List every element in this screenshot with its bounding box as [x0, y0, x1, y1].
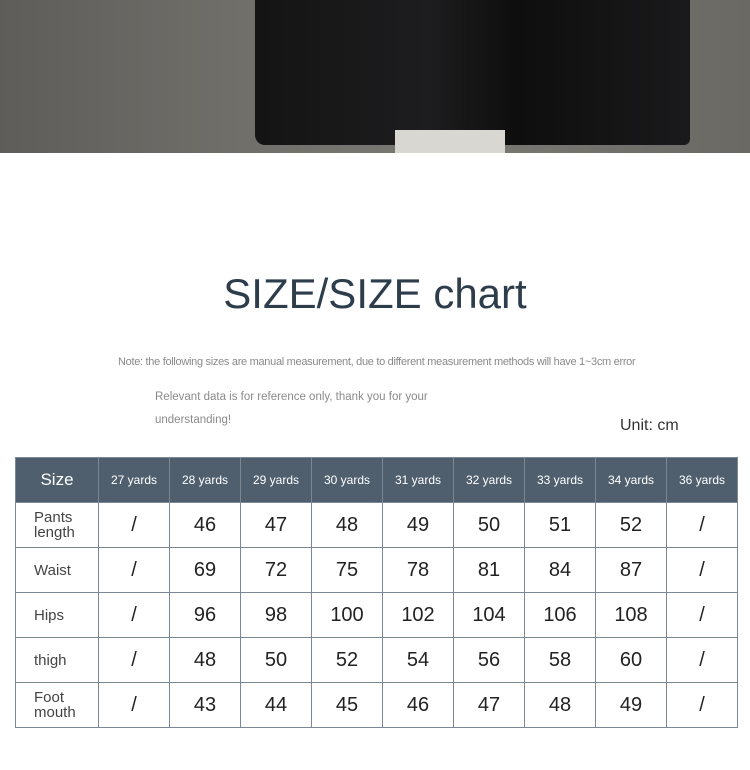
table-cell: / — [98, 502, 170, 548]
size-column-header: 36 yards — [666, 457, 738, 503]
reference-note: Relevant data is for reference only, tha… — [155, 391, 428, 403]
size-column-header: 28 yards — [169, 457, 241, 503]
size-header: Size — [15, 457, 99, 503]
table-cell: 50 — [240, 637, 312, 683]
table-cell: / — [98, 547, 170, 593]
table-cell: / — [666, 682, 738, 728]
table-cell: 106 — [524, 592, 596, 638]
table-cell: 104 — [453, 592, 525, 638]
black-pants-hem — [255, 0, 690, 145]
table-cell: 51 — [524, 502, 596, 548]
table-cell: 96 — [169, 592, 241, 638]
table-cell: 72 — [240, 547, 312, 593]
size-column-header: 27 yards — [98, 457, 170, 503]
row-label: thigh — [15, 637, 99, 683]
unit-label: Unit: cm — [620, 417, 679, 434]
table-row: Pants length/46 47 48 49 50 51 52/ — [15, 502, 738, 548]
table-cell: / — [98, 682, 170, 728]
size-column-header: 34 yards — [595, 457, 667, 503]
size-column-header: 30 yards — [311, 457, 383, 503]
row-label: Foot mouth — [15, 682, 99, 728]
table-cell: 75 — [311, 547, 383, 593]
table-cell: 46 — [382, 682, 454, 728]
table-cell: / — [666, 547, 738, 593]
table-cell: / — [98, 592, 170, 638]
table-cell: / — [666, 592, 738, 638]
table-cell: 98 — [240, 592, 312, 638]
table-cell: 45 — [311, 682, 383, 728]
measurement-note: Note: the following sizes are manual mea… — [118, 356, 636, 368]
table-cell: 44 — [240, 682, 312, 728]
table-cell: 108 — [595, 592, 667, 638]
table-cell: 84 — [524, 547, 596, 593]
chart-title: SIZE/SIZE chart — [223, 270, 527, 317]
size-column-header: 33 yards — [524, 457, 596, 503]
table-cell: 69 — [169, 547, 241, 593]
row-label: Waist — [15, 547, 99, 593]
table-cell: 60 — [595, 637, 667, 683]
table-cell: 52 — [311, 637, 383, 683]
size-column-header: 29 yards — [240, 457, 312, 503]
row-label: Hips — [15, 592, 99, 638]
table-cell: 48 — [311, 502, 383, 548]
table-row: Foot mouth/43 44 45 46 47 48 49/ — [15, 682, 738, 728]
table-cell: 54 — [382, 637, 454, 683]
table-cell: 48 — [169, 637, 241, 683]
table-row: thigh/48 50 52 54 56 58 60/ — [15, 637, 738, 683]
table-cell: 52 — [595, 502, 667, 548]
table-cell: 100 — [311, 592, 383, 638]
table-cell: 47 — [453, 682, 525, 728]
table-cell: 81 — [453, 547, 525, 593]
size-column-header: 32 yards — [453, 457, 525, 503]
table-cell: 78 — [382, 547, 454, 593]
table-row: Waist/69 72 75 78 81 84 87/ — [15, 547, 738, 593]
table-cell: 48 — [524, 682, 596, 728]
row-label: Pants length — [15, 502, 99, 548]
table-cell: 58 — [524, 637, 596, 683]
table-cell: 46 — [169, 502, 241, 548]
size-table: Size 27 yards 28 yards 29 yards 30 yards 31 y… — [15, 457, 738, 728]
mannequin-stand — [395, 130, 505, 153]
table-cell: 47 — [240, 502, 312, 548]
table-cell: 49 — [382, 502, 454, 548]
table-cell: 102 — [382, 592, 454, 638]
table-cell: / — [666, 502, 738, 548]
table-row: Hips/96 98 100 102 104 106 108/ — [15, 592, 738, 638]
table-cell: 50 — [453, 502, 525, 548]
table-cell: 49 — [595, 682, 667, 728]
reference-note-cont: understanding! — [155, 414, 232, 426]
table-cell: 87 — [595, 547, 667, 593]
table-cell: 43 — [169, 682, 241, 728]
size-column-header: 31 yards — [382, 457, 454, 503]
table-cell: 56 — [453, 637, 525, 683]
table-cell: / — [666, 637, 738, 683]
product-photo — [0, 0, 750, 153]
table-cell: / — [98, 637, 170, 683]
